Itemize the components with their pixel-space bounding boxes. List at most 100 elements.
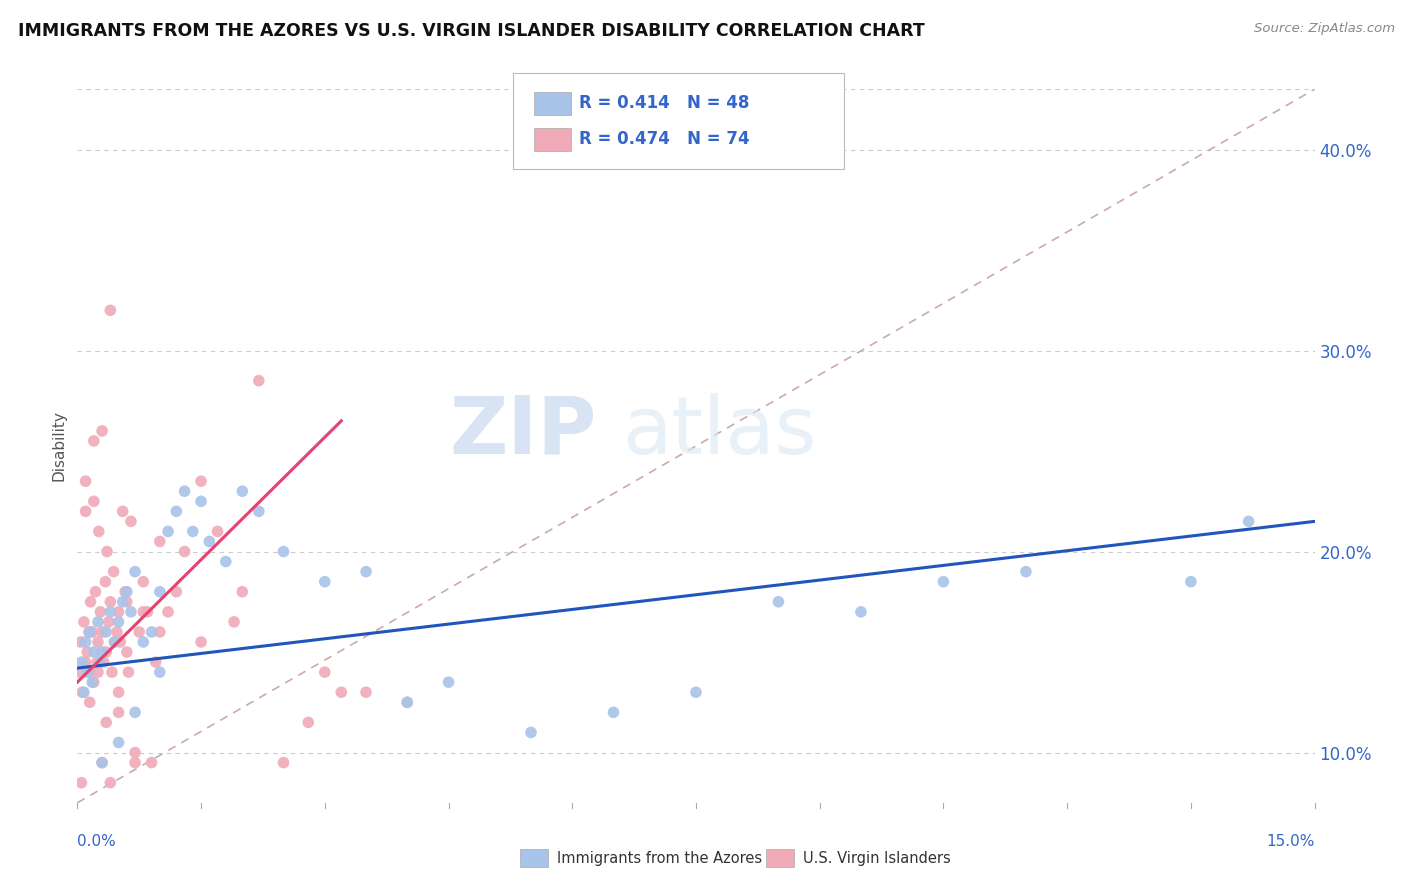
Point [330, 685, 353, 699]
Point [103, 565, 125, 579]
Point [207, 524, 229, 539]
Point [602, 706, 624, 720]
Point [91, 645, 114, 659]
Point [849, 605, 872, 619]
Point [111, 504, 134, 518]
Point [101, 665, 124, 680]
Point [157, 605, 180, 619]
Point [149, 584, 172, 599]
Point [107, 685, 129, 699]
Point [314, 574, 336, 589]
Point [96, 544, 118, 558]
Point [83, 675, 105, 690]
Point [98, 775, 121, 789]
Point [190, 494, 212, 508]
Point [75, 655, 97, 669]
Text: R = 0.414   N = 48: R = 0.414 N = 48 [579, 95, 749, 112]
Point [149, 624, 172, 639]
Point [114, 584, 136, 599]
Point [297, 715, 319, 730]
Point [97, 615, 120, 629]
Text: 15.0%: 15.0% [1267, 834, 1315, 849]
Text: atlas: atlas [621, 392, 815, 471]
Point [91, 624, 114, 639]
Point [215, 555, 238, 569]
Point [84, 584, 107, 599]
Point [932, 574, 955, 589]
Point [107, 615, 129, 629]
Point [1237, 515, 1260, 529]
Point [1015, 565, 1038, 579]
Text: R = 0.474   N = 74: R = 0.474 N = 74 [579, 130, 749, 148]
Text: 0.0%: 0.0% [77, 834, 117, 849]
Point [87, 635, 110, 649]
Point [91, 424, 114, 438]
Point [82, 675, 104, 690]
Point [396, 695, 419, 709]
Point [124, 756, 146, 770]
Point [69, 635, 91, 649]
Point [98, 595, 121, 609]
Point [110, 635, 132, 649]
Point [79, 665, 101, 680]
Point [67, 665, 90, 680]
Point [79, 595, 101, 609]
Point [314, 665, 336, 680]
Point [103, 635, 125, 649]
Point [124, 565, 146, 579]
Point [190, 635, 212, 649]
Point [87, 615, 110, 629]
Point [132, 574, 155, 589]
Point [77, 624, 100, 639]
Point [105, 624, 128, 639]
Point [437, 675, 460, 690]
Point [76, 645, 98, 659]
Point [75, 474, 97, 488]
Point [107, 735, 129, 749]
Point [273, 756, 295, 770]
Point [768, 595, 790, 609]
Point [89, 605, 111, 619]
Point [96, 715, 118, 730]
Point [247, 504, 270, 518]
Point [173, 544, 195, 558]
Point [94, 574, 117, 589]
Point [115, 595, 138, 609]
Point [76, 665, 98, 680]
Text: IMMIGRANTS FROM THE AZORES VS U.S. VIRGIN ISLANDER DISABILITY CORRELATION CHART: IMMIGRANTS FROM THE AZORES VS U.S. VIRGI… [18, 22, 925, 40]
Point [87, 665, 110, 680]
Point [98, 605, 121, 619]
Text: ZIP: ZIP [450, 392, 598, 471]
Point [120, 605, 142, 619]
Point [141, 624, 163, 639]
Point [124, 706, 146, 720]
Point [91, 756, 114, 770]
Point [111, 595, 134, 609]
Point [89, 655, 111, 669]
Point [181, 524, 204, 539]
Point [70, 775, 93, 789]
Point [157, 524, 180, 539]
Text: Source: ZipAtlas.com: Source: ZipAtlas.com [1254, 22, 1395, 36]
Point [96, 624, 118, 639]
Point [96, 645, 118, 659]
Point [136, 605, 159, 619]
Point [107, 605, 129, 619]
Point [75, 504, 97, 518]
Point [79, 695, 101, 709]
Point [145, 655, 167, 669]
Point [273, 544, 295, 558]
Point [75, 635, 97, 649]
Point [83, 645, 105, 659]
Point [83, 494, 105, 508]
Text: U.S. Virgin Islanders: U.S. Virgin Islanders [803, 851, 950, 865]
Point [247, 374, 270, 388]
Point [86, 655, 108, 669]
Point [354, 685, 377, 699]
Point [231, 484, 253, 499]
Point [231, 584, 253, 599]
Point [354, 565, 377, 579]
Point [115, 645, 138, 659]
Point [149, 534, 172, 549]
Point [141, 756, 163, 770]
